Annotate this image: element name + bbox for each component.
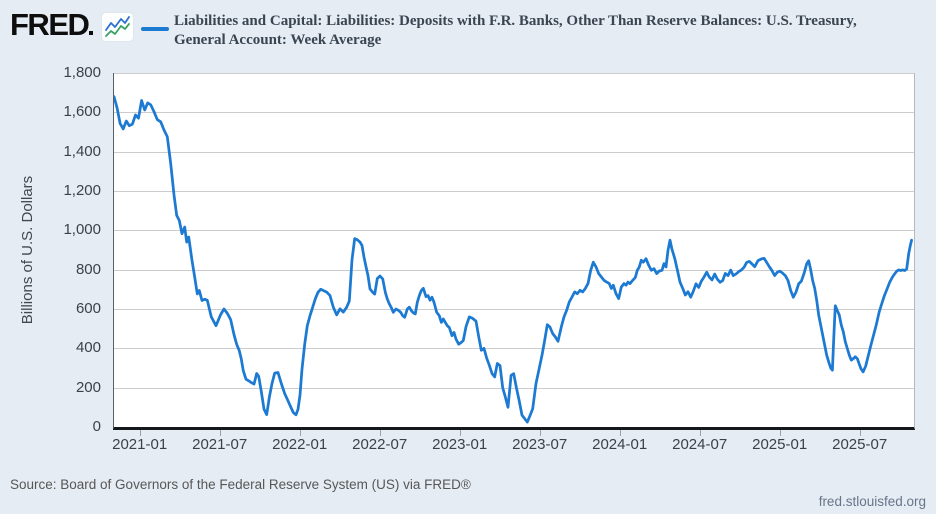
x-tick-mark <box>780 430 781 436</box>
x-tick-label: 2021-07 <box>192 436 248 453</box>
x-tick-mark <box>540 430 541 436</box>
x-tick-label: 2023-07 <box>512 436 568 453</box>
fred-logo: FRED <box>10 7 94 42</box>
x-tick-mark <box>460 430 461 436</box>
x-tick-label: 2023-01 <box>432 436 488 453</box>
chart-title: Liabilities and Capital: Liabilities: De… <box>174 12 924 50</box>
y-tick-label: 1,400 <box>63 142 101 160</box>
legend-line-swatch <box>141 27 169 31</box>
y-tick-label: 1,200 <box>63 182 101 199</box>
x-tick-mark <box>220 430 221 436</box>
fred-logo-text: FRED <box>10 7 90 42</box>
series-line <box>114 95 913 424</box>
y-tick-label: 1,800 <box>63 64 101 81</box>
x-tick-mark <box>620 430 621 436</box>
plot-area <box>113 73 915 430</box>
y-tick-label: 800 <box>75 260 101 278</box>
y-tick-label: 1,600 <box>63 103 101 121</box>
x-tick-label: 2021-01 <box>112 436 168 453</box>
y-tick-label: 600 <box>75 300 101 317</box>
sparkline-icon <box>105 16 130 37</box>
x-tick-label: 2022-07 <box>352 436 408 453</box>
x-tick-mark <box>700 430 701 436</box>
chart-title-line1: Liabilities and Capital: Liabilities: De… <box>174 13 857 29</box>
x-tick-mark <box>140 430 141 436</box>
fred-logo-dot <box>89 31 94 35</box>
x-tick-label: 2025-01 <box>752 436 808 453</box>
y-tick-label: 400 <box>75 339 101 357</box>
x-tick-label: 2024-07 <box>672 436 728 453</box>
x-tick-mark <box>860 430 861 436</box>
y-tick-label: 1,000 <box>63 221 101 239</box>
x-tick-mark <box>300 430 301 436</box>
x-tick-mark <box>380 430 381 436</box>
x-tick-label: 2025-07 <box>832 436 888 453</box>
chart-title-line2: General Account: Week Average <box>174 32 382 48</box>
x-tick-label: 2024-01 <box>592 436 648 453</box>
y-tick-label: 200 <box>75 378 101 396</box>
x-tick-label: 2022-01 <box>272 436 328 453</box>
fred-url-watermark: fred.stlouisfed.org <box>818 494 926 509</box>
source-note: Source: Board of Governors of the Federa… <box>10 477 471 492</box>
line-chart-svg <box>114 73 914 424</box>
fred-sparkline-logo-icon <box>102 13 133 41</box>
y-tick-label: 0 <box>92 418 101 435</box>
